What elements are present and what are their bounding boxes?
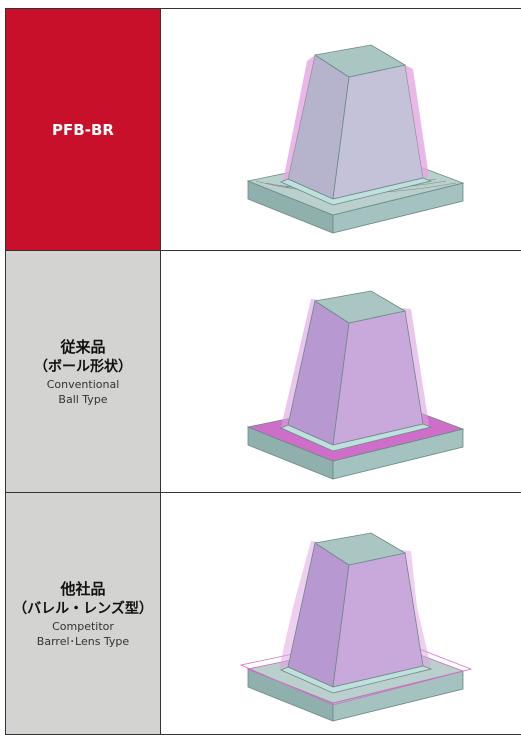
label-line: 従来品: [60, 337, 106, 356]
label-line: PFB-BR: [52, 120, 114, 139]
row-label: PFB-BR: [5, 9, 161, 250]
table-row: 他社品 （バレル・レンズ型） Competitor Barrel･Lens Type: [5, 493, 521, 735]
shape: [283, 55, 315, 181]
shape: [313, 532, 407, 566]
render-group: [246, 44, 465, 234]
shape: [279, 665, 433, 694]
label-line: Conventional: [46, 377, 120, 391]
label-line: 他社品: [60, 579, 106, 598]
shape: [279, 177, 433, 206]
part-render: [246, 290, 465, 480]
label-line: （バレル・レンズ型）: [13, 600, 153, 617]
label-line: Barrel･Lens Type: [36, 634, 130, 648]
part-render: [246, 44, 465, 234]
row-label: 従来品 （ボール形状） Conventional Ball Type: [5, 251, 161, 492]
shape: [279, 423, 433, 452]
label-line: Ball Type: [58, 392, 108, 406]
shape: [405, 65, 429, 178]
table-row: 従来品 （ボール形状） Conventional Ball Type: [5, 251, 521, 493]
render-group: [246, 290, 465, 480]
table-row: PFB-BR: [5, 9, 521, 251]
render-group: [239, 532, 473, 722]
row-label: 他社品 （バレル・レンズ型） Competitor Barrel･Lens Type: [5, 493, 161, 734]
part-render: [239, 532, 473, 722]
shape: [313, 290, 407, 324]
comparison-table: PFB-BR 従来品 （ボール形状） Conventional Ball Type 他社品…: [5, 8, 521, 735]
label-line: Competitor: [52, 619, 114, 633]
label-line: （ボール形状）: [34, 358, 132, 375]
